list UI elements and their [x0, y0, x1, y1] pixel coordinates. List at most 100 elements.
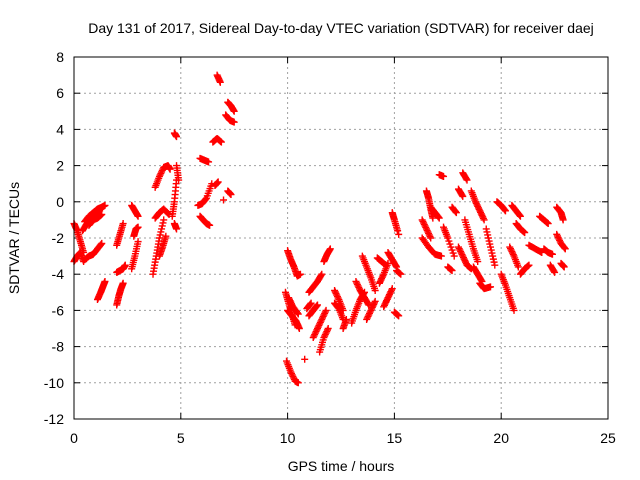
- data-track: [388, 209, 402, 235]
- y-tick-label: -8: [52, 339, 65, 355]
- data-track: [284, 247, 304, 280]
- data-track: [467, 187, 488, 224]
- data-point: [119, 279, 127, 287]
- data-point: [384, 259, 392, 267]
- x-tick-label: 15: [387, 430, 403, 446]
- data-point: [301, 355, 309, 363]
- data-track: [540, 245, 556, 258]
- data-track: [390, 308, 403, 320]
- y-tick-label: -10: [44, 375, 64, 391]
- data-point: [175, 176, 183, 184]
- data-point: [452, 208, 460, 216]
- x-tick-label: 0: [70, 430, 78, 446]
- data-point: [388, 286, 396, 294]
- data-point: [551, 268, 559, 276]
- data-point: [440, 172, 448, 180]
- data-point: [474, 258, 482, 266]
- data-point: [230, 107, 238, 115]
- data-point: [227, 191, 235, 199]
- data-point: [395, 230, 403, 238]
- data-point: [296, 270, 304, 278]
- data-track: [320, 245, 334, 266]
- data-point: [514, 263, 522, 271]
- data-point: [435, 213, 443, 221]
- data-track: [393, 267, 405, 278]
- x-tick-labels: 0 5 10 15 20 25: [70, 430, 616, 446]
- y-tick-label: 2: [56, 158, 64, 174]
- data-point: [101, 277, 109, 285]
- data-point: [548, 250, 556, 258]
- data-track: [196, 212, 214, 229]
- data-track: [358, 252, 379, 294]
- data-track: [461, 216, 482, 266]
- data-track: [284, 306, 303, 332]
- data-point: [342, 315, 350, 323]
- data-point: [426, 232, 434, 240]
- data-track: [173, 162, 183, 184]
- x-tick-label: 25: [600, 430, 616, 446]
- data-point: [544, 220, 552, 228]
- data-point: [317, 271, 325, 279]
- data-track: [557, 259, 568, 271]
- data-track: [70, 220, 88, 256]
- data-point: [162, 232, 170, 240]
- data-point: [294, 379, 302, 387]
- data-point: [487, 283, 495, 291]
- data-point: [479, 214, 487, 222]
- data-track: [493, 198, 509, 215]
- y-tick-label: -2: [52, 230, 65, 246]
- data-track: [363, 297, 379, 323]
- data-point: [525, 261, 533, 269]
- data-point: [371, 297, 379, 305]
- data-point: [294, 310, 302, 318]
- data-point: [388, 285, 396, 293]
- data-track: [476, 279, 495, 293]
- data-track: [285, 294, 302, 318]
- data-point: [101, 201, 109, 209]
- data-track: [209, 134, 225, 146]
- data-point: [491, 261, 499, 269]
- data-point: [295, 325, 303, 332]
- data-point: [205, 158, 213, 166]
- y-tick-label: 8: [56, 49, 64, 65]
- data-point: [214, 178, 222, 186]
- data-point: [217, 138, 225, 146]
- data-point: [550, 267, 558, 275]
- data-track: [303, 299, 315, 313]
- y-tick-label: 6: [56, 85, 64, 101]
- data-point: [435, 214, 443, 222]
- y-tick-label: 0: [56, 194, 64, 210]
- data-track: [553, 203, 567, 224]
- data-point: [395, 312, 403, 320]
- data-point: [371, 286, 379, 294]
- y-tick-labels: -12 -10 -8 -6 -4 -2 0 2 4 6 8: [44, 49, 64, 427]
- data-point: [324, 325, 332, 332]
- data-point: [459, 192, 467, 200]
- data-track: [536, 212, 552, 228]
- data-track: [395, 230, 403, 238]
- x-tick-label: 10: [280, 430, 296, 446]
- data-point: [173, 133, 181, 141]
- plot-frame: [73, 56, 609, 420]
- data-point: [173, 225, 181, 233]
- data-point: [326, 245, 334, 253]
- data-point: [321, 308, 329, 316]
- data-point: [220, 196, 228, 204]
- data-point: [98, 239, 106, 247]
- y-tick-label: 4: [56, 121, 64, 137]
- data-track: [339, 315, 350, 332]
- data-point: [560, 263, 568, 271]
- data-track: [224, 98, 238, 115]
- data-points: [70, 71, 569, 387]
- data-track: [375, 259, 392, 287]
- data-point: [202, 195, 210, 203]
- data-track: [128, 238, 142, 273]
- data-track: [305, 270, 326, 296]
- data-point: [370, 299, 378, 307]
- x-tick-label: 5: [177, 430, 185, 446]
- x-axis-label: GPS time / hours: [288, 458, 395, 474]
- data-track: [85, 210, 106, 229]
- data-track: [448, 203, 460, 217]
